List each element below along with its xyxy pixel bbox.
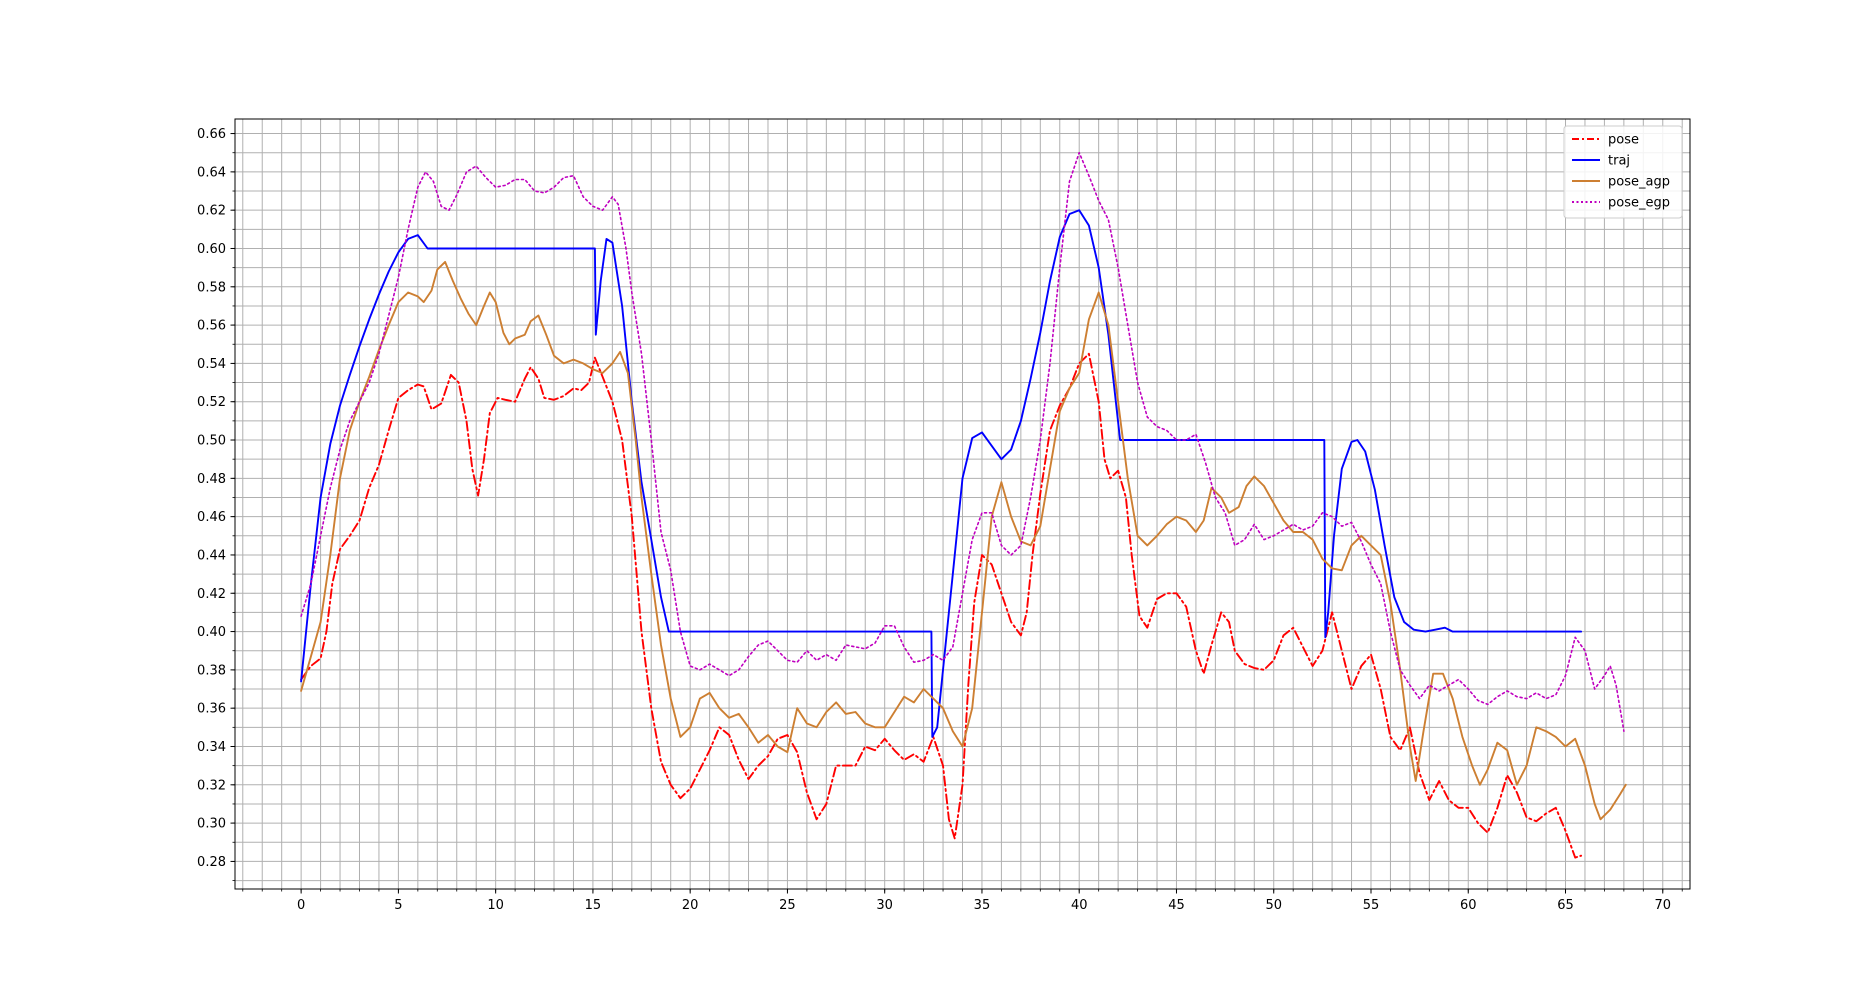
- x-tick-label: 35: [974, 898, 991, 913]
- x-tick-label: 65: [1557, 898, 1574, 913]
- legend-label-pose-egp: pose_egp: [1608, 196, 1670, 211]
- y-tick-label: 0.32: [197, 778, 226, 793]
- legend-box: [1563, 125, 1683, 219]
- x-tick-label: 10: [487, 898, 504, 913]
- y-tick-label: 0.44: [197, 548, 226, 563]
- y-tick-label: 0.50: [197, 434, 226, 449]
- x-tick-label: 15: [585, 898, 602, 913]
- legend-label-pose: pose: [1608, 133, 1639, 148]
- x-tick-label: 5: [394, 898, 402, 913]
- y-tick-label: 0.30: [197, 817, 226, 832]
- y-tick-label: 0.52: [197, 395, 226, 410]
- y-tick-label: 0.28: [197, 855, 226, 870]
- y-tick-label: 0.64: [197, 165, 226, 180]
- y-tick-label: 0.46: [197, 510, 226, 525]
- y-tick-label: 0.58: [197, 280, 226, 295]
- series-line-traj: [300, 209, 1583, 738]
- x-tick-label: 45: [1168, 898, 1185, 913]
- x-tick-label: 50: [1265, 898, 1282, 913]
- y-tick-label: 0.36: [197, 702, 226, 717]
- x-tick-label: 70: [1654, 898, 1671, 913]
- y-tick-label: 0.38: [197, 663, 226, 678]
- x-tick-label: 25: [779, 898, 796, 913]
- x-tick-label: 0: [297, 898, 305, 913]
- series-lines: [300, 151, 1627, 859]
- legend-label-pose-agp: pose_agp: [1608, 175, 1670, 190]
- y-tick-label: 0.54: [197, 357, 226, 372]
- y-tick-label: 0.56: [197, 319, 226, 334]
- x-tick-label: 30: [876, 898, 893, 913]
- legend: pose traj pose_agp pose_egp: [1563, 125, 1683, 219]
- y-tick-label: 0.40: [197, 625, 226, 640]
- y-tick-label: 0.62: [197, 204, 226, 219]
- x-tick-label: 20: [682, 898, 699, 913]
- x-tick-label: 60: [1460, 898, 1477, 913]
- y-tick-label: 0.60: [197, 242, 226, 257]
- y-tick-label: 0.42: [197, 587, 226, 602]
- series-line-pose-agp: [300, 260, 1627, 821]
- series-line-pose: [300, 352, 1583, 859]
- axis-ticks: 0 5 10 15 20 25 30 35 40 45 50 55 60 65 70 0.28 0.30 0.32…: [197, 127, 1683, 913]
- y-tick-label: 0.48: [197, 472, 226, 487]
- x-tick-label: 55: [1363, 898, 1380, 913]
- x-tick-label: 40: [1071, 898, 1088, 913]
- y-tick-label: 0.66: [197, 127, 226, 142]
- legend-label-traj: traj: [1608, 154, 1630, 169]
- y-tick-label: 0.34: [197, 740, 226, 755]
- series-line-pose-egp: [300, 151, 1625, 732]
